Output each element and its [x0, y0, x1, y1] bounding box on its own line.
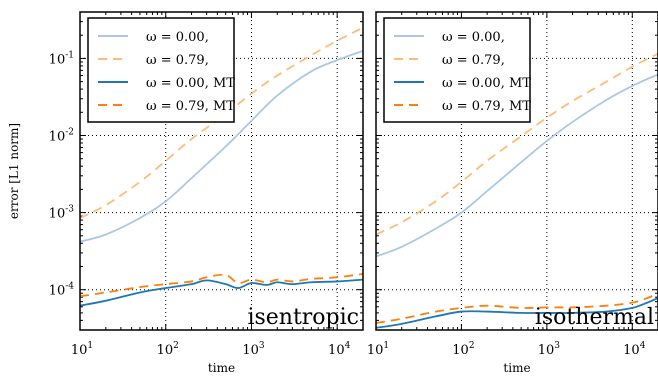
- x-axis-label: time: [208, 361, 235, 375]
- x-tick-label: 104: [328, 341, 351, 358]
- legend-label-1: ω = 0.79,: [146, 53, 209, 68]
- x-tick-label: 103: [538, 341, 561, 358]
- panel-isentropic: 101 102 103 104 10-4 10-3 10-2 10-1 time error [L…: [7, 11, 364, 375]
- y-tick-label: 10-2: [49, 128, 74, 145]
- y-tick-label: 10-3: [49, 205, 75, 222]
- plot-area: [376, 52, 658, 329]
- plot-area: [80, 26, 363, 307]
- x-tick-label: 102: [452, 341, 474, 358]
- series-line-0: [80, 50, 363, 243]
- panel-annotation: isothermal: [535, 305, 654, 330]
- legend-label-0: ω = 0.00,: [146, 30, 209, 45]
- series-line-0: [376, 73, 658, 258]
- series-line-3: [80, 273, 363, 298]
- legend-label-2: ω = 0.00, MT: [146, 76, 235, 91]
- panel-annotation: isentropic: [247, 305, 359, 330]
- x-tick-label: 101: [71, 341, 93, 358]
- series-line-3: [376, 292, 658, 324]
- legend-label-3: ω = 0.79, MT: [146, 99, 235, 114]
- plot-frame: [79, 11, 364, 331]
- legend-label-3: ω = 0.79, MT: [442, 99, 531, 114]
- series-line-2: [80, 278, 363, 307]
- y-tick-label: 10-1: [49, 50, 74, 67]
- series-line-2: [376, 297, 658, 329]
- y-axis-label: error [L1 norm]: [7, 123, 21, 219]
- series-line-1: [376, 52, 658, 236]
- x-tick-label: 102: [157, 341, 179, 358]
- legend: ω = 0.00, ω = 0.79, ω = 0.00, MT ω = 0.79, …: [383, 17, 531, 123]
- series-line-1: [80, 26, 363, 219]
- x-tick-label: 103: [242, 341, 265, 358]
- legend-label-1: ω = 0.79,: [442, 53, 505, 68]
- x-tick-label: 101: [367, 341, 389, 358]
- y-tick-label: 10-4: [49, 282, 75, 299]
- plot-frame: [375, 11, 658, 331]
- x-tick-label: 104: [623, 341, 646, 358]
- legend-label-2: ω = 0.00, MT: [442, 76, 531, 91]
- legend-label-0: ω = 0.00,: [442, 30, 505, 45]
- x-axis-label: time: [503, 361, 530, 375]
- legend: ω = 0.00, ω = 0.79, ω = 0.00, MT ω = 0.79, …: [87, 17, 235, 123]
